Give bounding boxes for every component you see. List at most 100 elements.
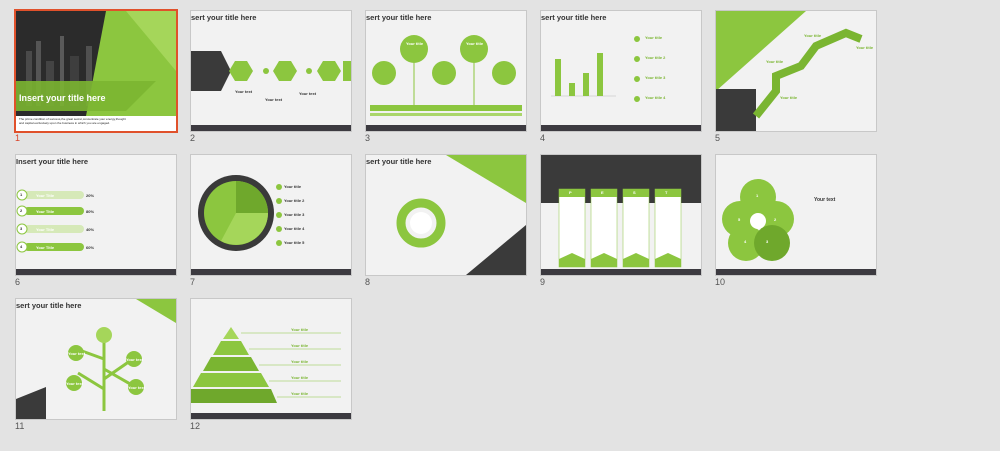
slide-number: 8 [365,277,371,287]
slide-11-label: Your text [128,385,146,390]
slide-2-preview[interactable]: sert your title here Your text Your text… [190,10,352,132]
slide-number: 11 [15,421,25,431]
slide-11-label: Your text [126,357,144,362]
slide-5-preview[interactable]: Your title Your title Your title Your ti… [715,10,877,132]
footer-bar [191,413,351,419]
slide-number: 1 [15,133,21,143]
footer-bar [191,125,351,131]
slide-10-digit: 3 [766,239,769,244]
slide-11-label: Your text [66,381,84,386]
slide-4-label: Your title 2 [645,55,666,60]
pest-columns [541,155,701,268]
slide-3-label: Your title [466,41,484,46]
flower-diagram [722,179,794,261]
slide-12-label: Your title [291,343,309,348]
slide-4-title: sert your title here [541,13,607,22]
footer-bar [366,125,526,131]
slide-10-digit: 4 [744,239,747,244]
slide-6-label: Your Title [36,245,55,250]
footer-bar [191,269,351,275]
slide-6-label: Your Title [36,193,55,198]
pyramid-diagram [191,327,341,403]
slide-number: 9 [540,277,546,287]
slide-1-preview[interactable]: Insert your title here The prime conditi… [14,9,178,133]
slide-6-row-number: 1 [20,192,23,197]
slide-6-percent: 20% [86,193,95,198]
slide-11-preview[interactable]: sert your title here Your text Your text… [15,298,177,420]
slide-8-preview[interactable]: sert your title here [365,154,527,276]
slide-1-title: Insert your title here [19,93,106,103]
footer-bar [541,269,701,275]
slide-11-label: Your text [68,351,86,356]
slide-12-label: Your title [291,375,309,380]
slide-6-preview[interactable]: Insert your title here 1 2 3 4 Your Titl… [15,154,177,276]
slide-5-label: Your title [780,95,798,100]
slide-6-percent: 60% [86,245,95,250]
footer-bar [16,269,176,275]
slide-10-digit: 1 [756,193,759,198]
slide-6-row-number: 4 [20,244,23,249]
slide-3-title: sert your title here [366,13,432,22]
slide-6-percent: 40% [86,227,95,232]
city-background [16,11,176,116]
road-diagram [716,11,863,131]
slide-2-title: sert your title here [191,13,257,22]
slide-9-letter: S [633,190,636,195]
slide-6-percent: 80% [86,209,95,214]
slide-9-preview[interactable]: P E S T [540,154,702,276]
footer-bar [716,269,876,275]
slide-5-label: Your title [804,33,822,38]
slide-7-preview[interactable]: Your title Your title 2 Your title 3 You… [190,154,352,276]
slide-4-label: Your title 4 [645,95,666,100]
slide-2-label: Your text [265,97,283,102]
slide-2-label: Your text [299,91,317,96]
slide-10-preview[interactable]: 1 2 3 4 5 Your text [715,154,877,276]
slide-6-label: Your Title [36,209,55,214]
slide-7-label: Your title 3 [284,212,305,217]
slide-12-label: Your title [291,327,309,332]
slide-number: 7 [190,277,196,287]
slide-4-preview[interactable]: sert your title here Your title Your tit… [540,10,702,132]
footer-bar [541,125,701,131]
hexagon-diagram [191,51,351,91]
slide-3-preview[interactable]: sert your title here Your title Your tit… [365,10,527,132]
slide-2-label: Your text [235,89,253,94]
slide-3-label: Your title [406,41,424,46]
slide-number: 10 [715,277,726,287]
slide-12-label: Your title [291,359,309,364]
slide-1-body: The prime condition of success,the great… [19,117,126,125]
slide-number: 4 [540,133,546,143]
tree-diagram [16,299,176,419]
cycle-diagram [396,155,526,275]
slide-9-letter: P [569,190,572,195]
slide-6-label: Your Title [36,227,55,232]
slide-9-letter: T [665,190,668,195]
slide-7-label: Your title 5 [284,240,305,245]
slide-4-label: Your title [645,35,663,40]
slide-number: 3 [365,133,371,143]
slide-5-label: Your title [856,45,874,50]
slide-number: 2 [190,133,196,143]
slide-9-letter: E [601,190,604,195]
slide-11-title: sert your title here [16,301,82,310]
progress-list [16,189,84,253]
slide-4-label: Your title 3 [645,75,666,80]
bar-chart-graphic [551,36,640,102]
slide-number: 12 [190,421,201,431]
slide-10-heading: Your text [814,197,836,203]
slide-6-row-number: 3 [20,226,23,231]
slide-number: 5 [715,133,721,143]
slide-7-label: Your title 4 [284,226,305,231]
slide-10-digit: 5 [738,217,741,222]
slide-10-digit: 2 [774,217,777,222]
slide-6-row-number: 2 [20,208,23,213]
slide-12-label: Your title [291,391,309,396]
slide-12-preview[interactable]: Your title Your title Your title Your ti… [190,298,352,420]
slide-8-title: sert your title here [366,157,432,166]
slide-7-label: Your title [284,184,302,189]
pie-graphic [198,175,282,251]
circles-timeline [370,35,522,116]
slide-6-title: Insert your title here [16,157,89,166]
slide-number: 6 [15,277,21,287]
slide-5-label: Your title [766,59,784,64]
